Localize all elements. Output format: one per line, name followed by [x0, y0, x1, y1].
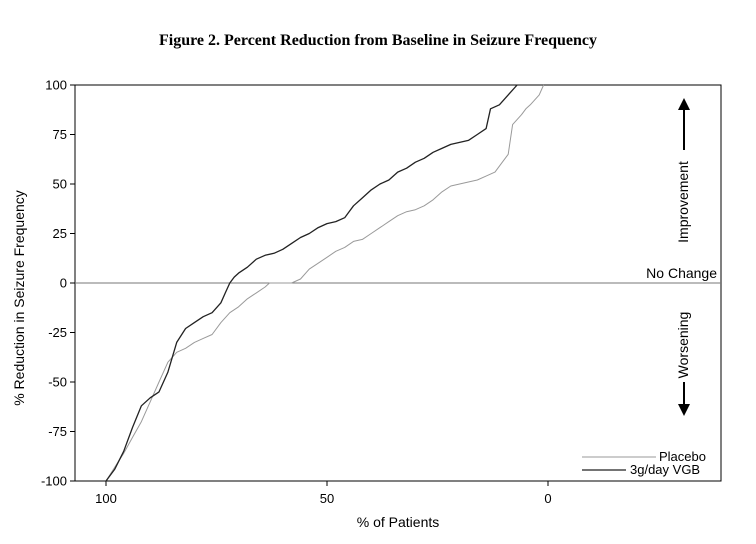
y-tick-label: 25: [53, 226, 67, 241]
series-line-placebo: [105, 84, 545, 482]
y-tick-label: -75: [48, 424, 67, 439]
y-tick-label: -100: [41, 474, 67, 489]
up-arrow-icon: [678, 98, 690, 150]
x-axis-label: % of Patients: [357, 514, 440, 530]
x-tick-label: 50: [320, 491, 334, 506]
improvement-label: Improvement: [675, 161, 691, 243]
legend-label-placebo: Placebo: [659, 449, 706, 464]
down-arrow-icon: [678, 382, 690, 416]
worsening-label: Worsening: [675, 312, 691, 379]
chart-title: Figure 2. Percent Reduction from Baselin…: [158, 32, 598, 49]
series-line-vgb: [105, 84, 518, 482]
y-tick-label: -50: [48, 375, 67, 390]
no-change-label: No Change: [646, 265, 717, 281]
y-tick-label: -25: [48, 325, 67, 340]
legend: Placebo 3g/day VGB: [582, 449, 706, 477]
y-tick-label: 0: [60, 276, 67, 291]
y-tick-label: 75: [53, 127, 67, 142]
y-tick-label: 100: [45, 78, 67, 93]
y-tick-label: 50: [53, 177, 67, 192]
x-tick-label: 100: [95, 491, 117, 506]
x-tick-label: 0: [544, 491, 551, 506]
y-axis-label: % Reduction in Seizure Frequency: [11, 190, 27, 406]
legend-label-vgb: 3g/day VGB: [630, 462, 700, 477]
